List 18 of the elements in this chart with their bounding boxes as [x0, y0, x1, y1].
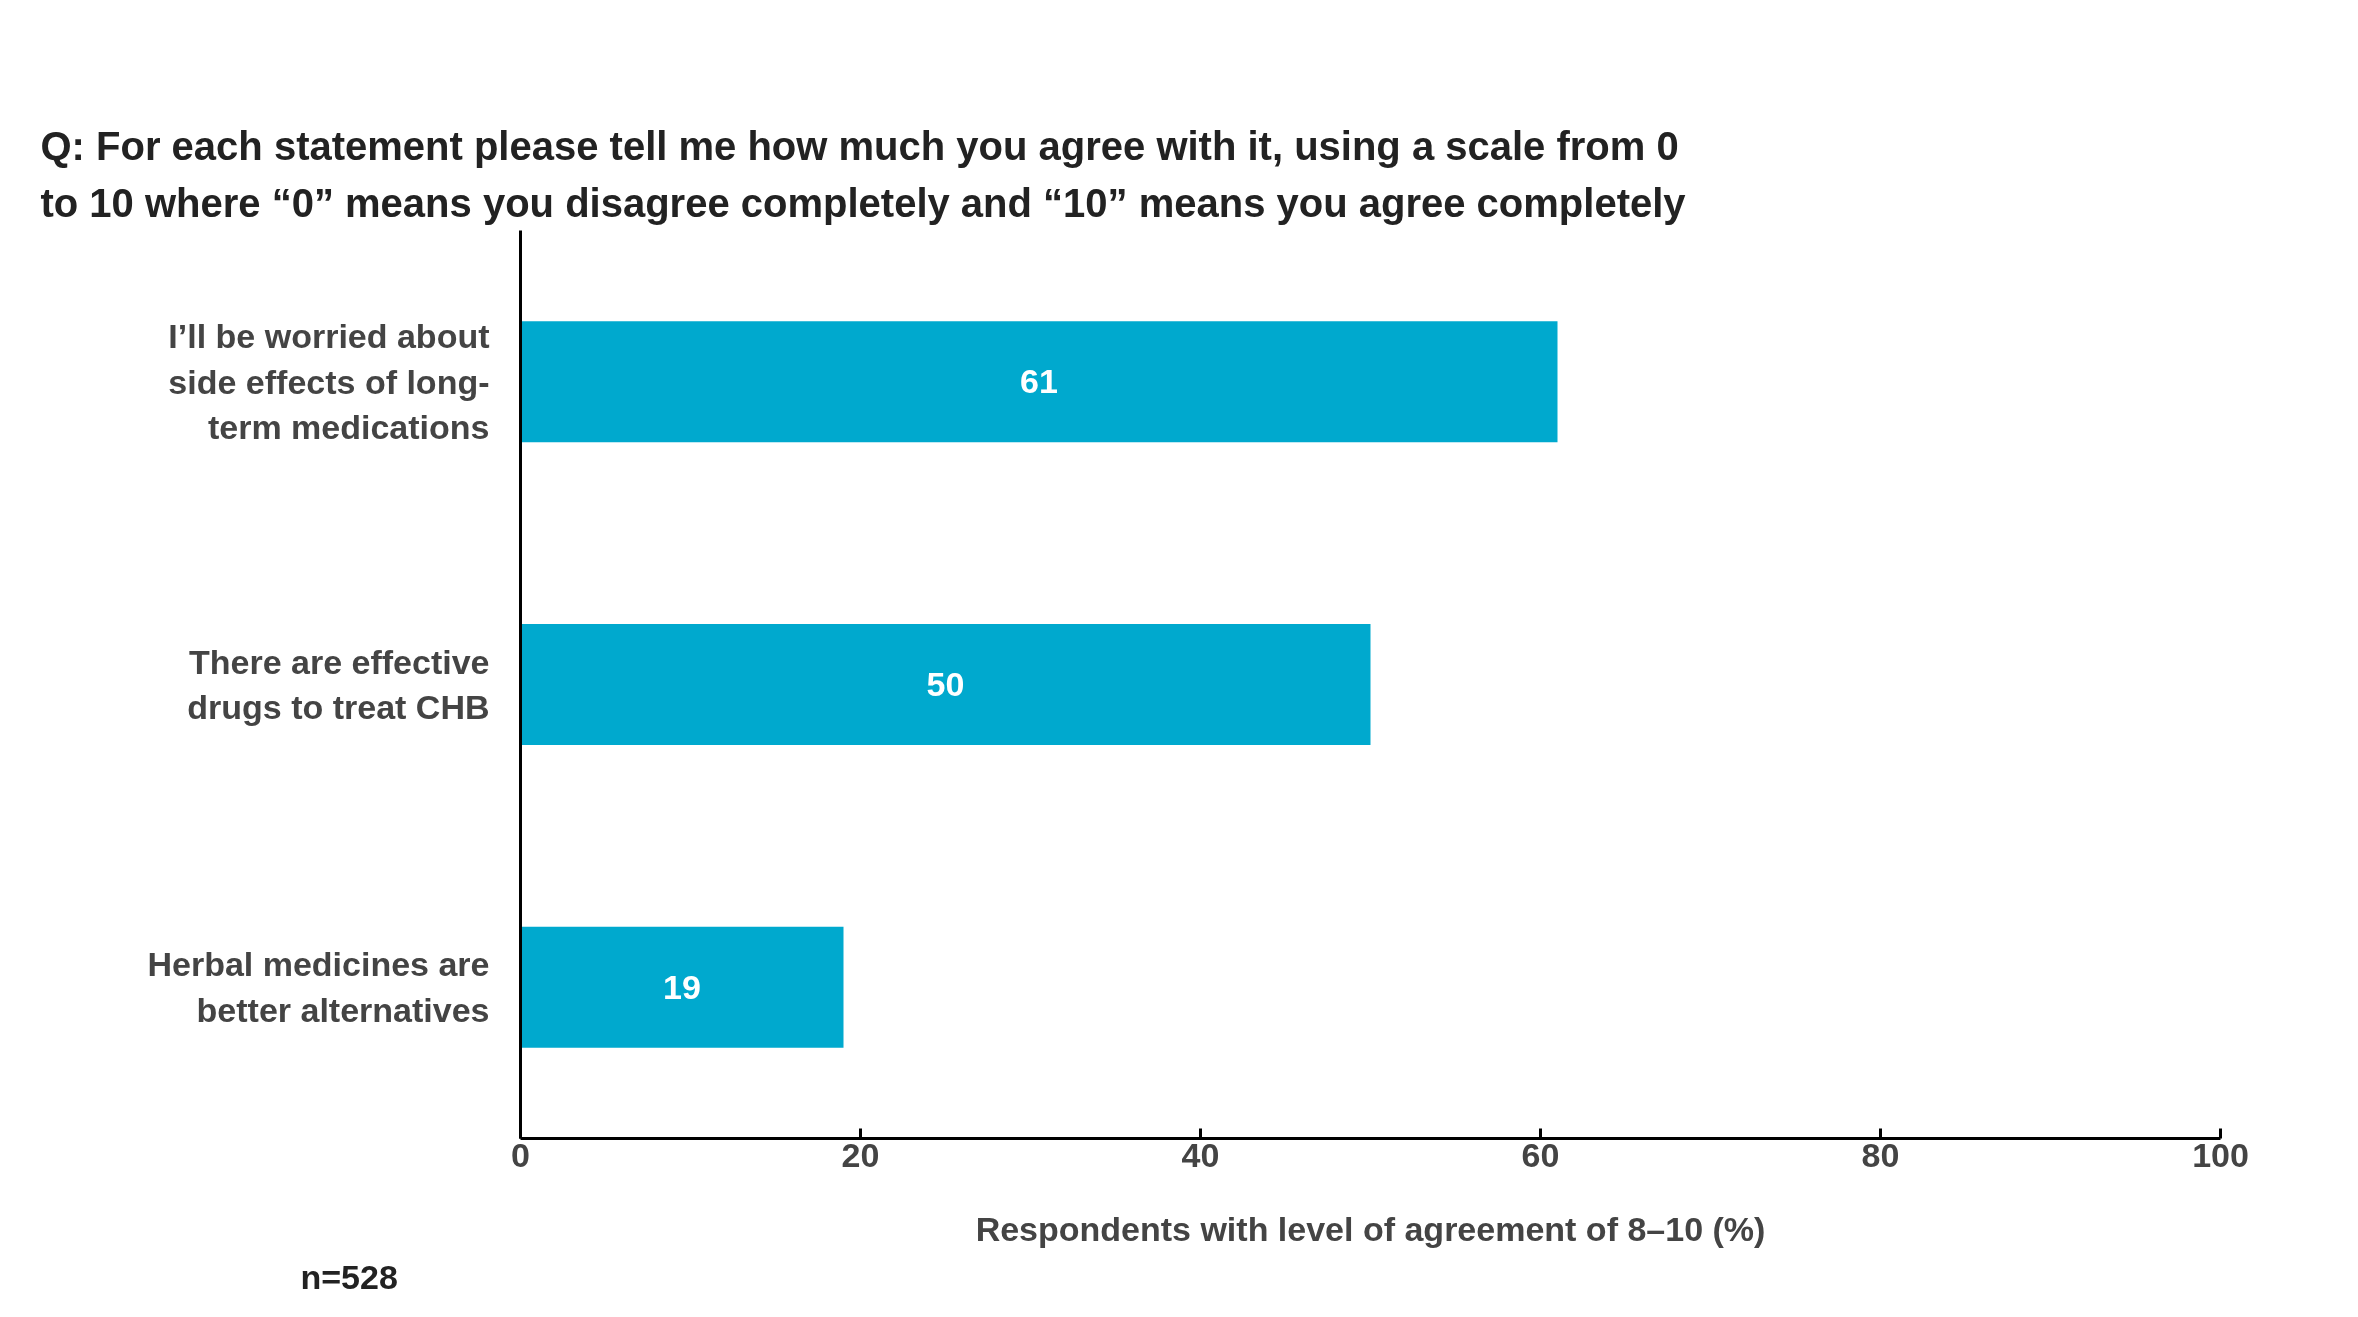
x-axis-title: Respondents with level of agreement of 8–10 (%): [975, 1209, 1766, 1248]
x-tick-label: 80: [1861, 1135, 1900, 1174]
data-label: 19: [663, 967, 701, 1006]
y-tick-label: I’ll be worried about side effects of long-term medications: [168, 317, 490, 447]
x-tick-label: 60: [1521, 1135, 1560, 1174]
x-tick-label: 0: [511, 1135, 530, 1174]
x-tick-label: 100: [2192, 1135, 2249, 1174]
bar: [520, 623, 1371, 746]
data-label: 50: [926, 665, 965, 703]
data-label: 61: [1020, 362, 1058, 401]
bar: [520, 926, 844, 1048]
chart-title: Q: For each statement please tell me how much you agree with it, using a scale from 0 to 10 where “0” means you disagree completely and “10” means you agree completely: [40, 124, 1687, 226]
x-tick-label: 20: [841, 1135, 880, 1174]
bar: [520, 321, 1558, 443]
text: n=528: [300, 1257, 398, 1296]
x-tick-label: 40: [1181, 1135, 1220, 1174]
y-tick-label: Herbal medicines are better alternatives: [147, 945, 490, 1029]
y-tick-label: There are effective drugs to treat CHB: [187, 642, 490, 727]
